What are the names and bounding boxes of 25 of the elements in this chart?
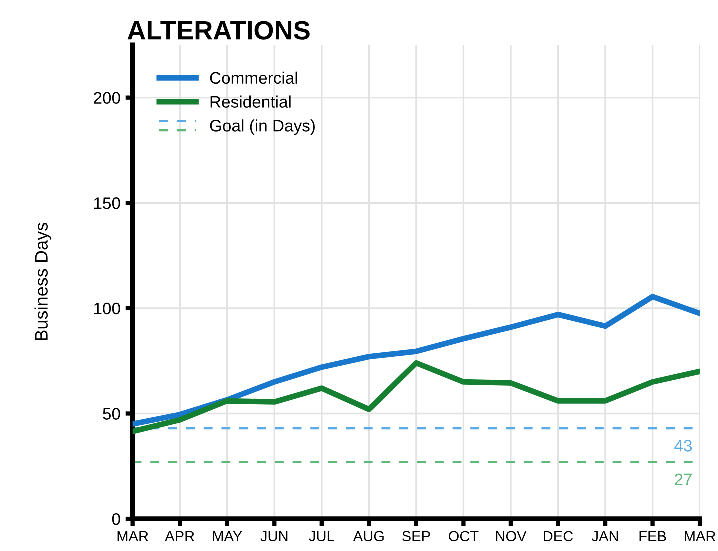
x-tick-label: AUG	[353, 531, 384, 542]
x-tick-label: JAN	[592, 531, 618, 542]
x-tick-label: MAY	[213, 531, 242, 542]
y-tick-label: 100	[94, 302, 120, 315]
ref-line-label: 27	[675, 474, 692, 486]
y-axis-title: Business Days	[34, 223, 52, 340]
annotation: Goal (in Days)	[210, 120, 315, 136]
x-tick-label: SEP	[402, 531, 430, 542]
chart-title: ALTERATIONS	[128, 21, 310, 40]
x-tick-label: MAR	[685, 531, 716, 542]
x-tick-label: APR	[165, 531, 194, 542]
legend-label: Residential	[210, 96, 291, 108]
x-tick-label: JUN	[260, 531, 288, 542]
x-tick-label: FEB	[640, 531, 666, 542]
x-tick-label: MAR	[118, 531, 148, 542]
x-tick-label: DEC	[544, 531, 574, 542]
y-tick-label: 50	[103, 408, 120, 420]
x-tick-label: JUL	[309, 531, 334, 542]
y-tick-label: 150	[94, 198, 120, 210]
legend-label: Commercial	[210, 72, 298, 84]
ref-line-label: 43	[674, 440, 692, 452]
y-tick-label: 200	[94, 92, 120, 104]
x-tick-label: OCT	[449, 531, 479, 542]
x-tick-label: NOV	[496, 531, 527, 542]
y-tick-label: 0	[112, 513, 120, 526]
